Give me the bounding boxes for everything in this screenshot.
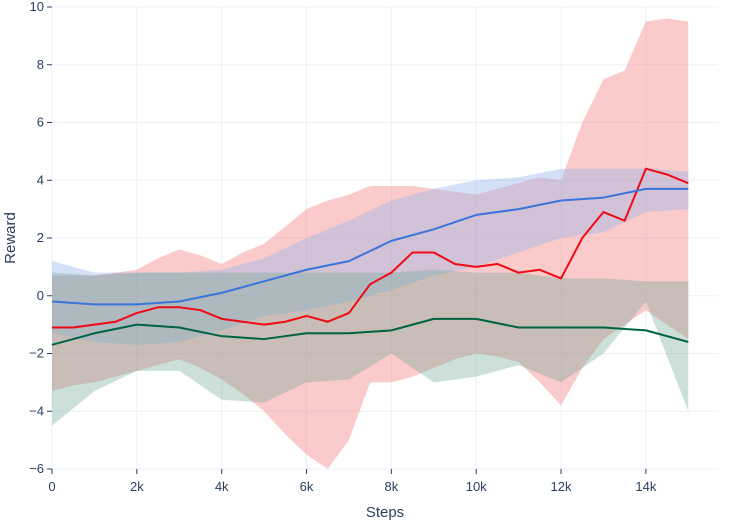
x-tick-label: 4k: [215, 479, 229, 494]
series-lines: [51, 167, 689, 346]
x-tick-label: 14k: [635, 479, 656, 494]
red-confidence-band: [52, 18, 689, 470]
y-tick-label: 4: [37, 172, 44, 187]
y-tick-label: −6: [29, 461, 44, 476]
green-mean-line: [51, 317, 689, 346]
red-mean-line: [52, 167, 689, 329]
y-tick-label: 8: [37, 57, 44, 72]
x-axis-title: Steps: [366, 504, 404, 521]
grid: [51, 6, 718, 470]
x-axis-ticks: 0 2k 4k 6k 8k 10k 12k 14k: [48, 469, 657, 494]
x-tick-label: 10k: [466, 479, 487, 494]
y-axis-title: Reward: [2, 212, 19, 264]
blue-mean-line: [51, 187, 689, 306]
blue-confidence-band: [52, 168, 689, 345]
y-tick-label: 0: [37, 288, 44, 303]
y-tick-label: 6: [37, 115, 44, 130]
green-confidence-band: [52, 269, 689, 426]
x-tick-label: 2k: [130, 479, 144, 494]
y-axis-ticks: −6 −4 −2 0 2 4 6 8 10: [29, 0, 52, 476]
x-tick-label: 0: [48, 479, 55, 494]
y-tick-label: 2: [37, 230, 44, 245]
x-tick-label: 8k: [384, 479, 398, 494]
y-tick-label: −4: [29, 403, 44, 418]
y-tick-label: −2: [29, 346, 44, 361]
x-tick-label: 6k: [300, 479, 314, 494]
confidence-bands: [52, 18, 689, 470]
x-tick-label: 12k: [551, 479, 572, 494]
y-tick-label: 10: [30, 0, 44, 14]
